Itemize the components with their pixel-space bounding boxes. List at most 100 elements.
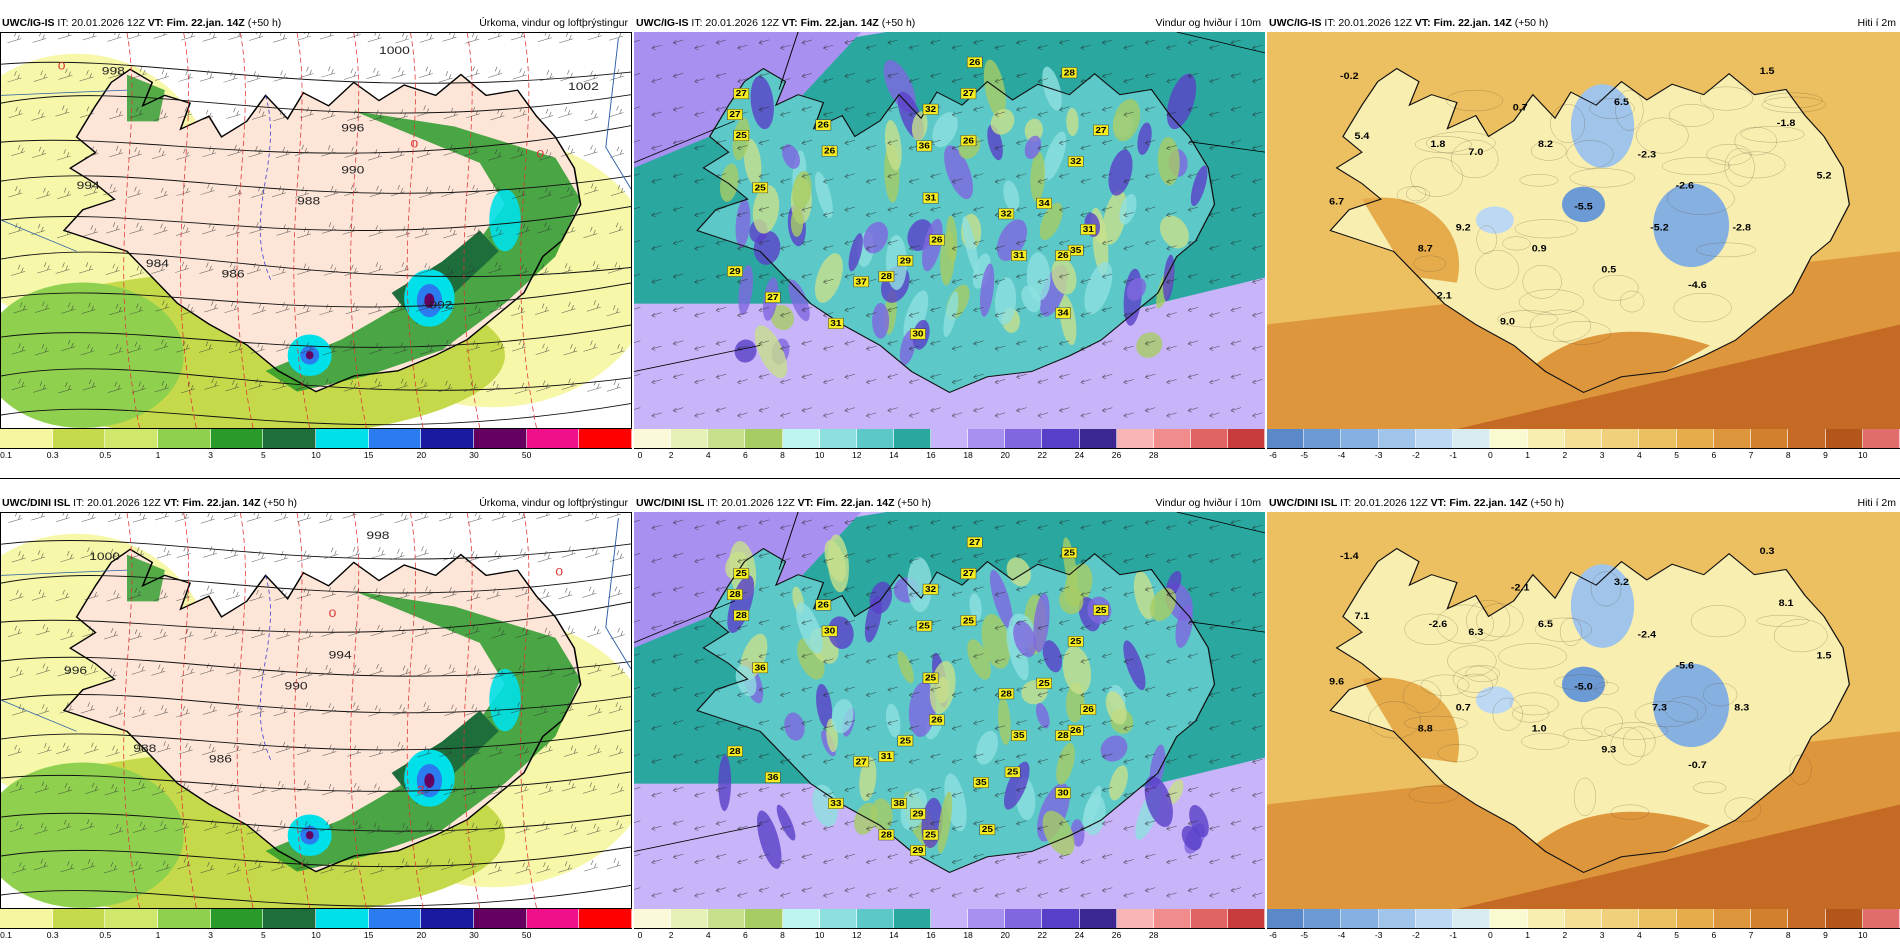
isotherm [1510, 692, 1559, 716]
color-swatch [105, 909, 159, 929]
wind-arrow [865, 312, 877, 318]
scale-tick-label: 3 [208, 930, 214, 940]
wind-barb [390, 741, 406, 754]
wind-barb [438, 71, 453, 83]
wind-barb [223, 513, 238, 520]
isotherm [1622, 726, 1656, 757]
grid-line [634, 512, 1265, 852]
scale-tick-label: 6 [1711, 930, 1717, 940]
wind-barb [9, 781, 24, 793]
wind-barb [536, 513, 551, 519]
wind-barb [274, 513, 289, 522]
wind-barb [252, 742, 267, 754]
wind-arrow [694, 412, 705, 418]
wind-arrow [694, 211, 705, 218]
wind-arrow [801, 619, 813, 626]
wind-barb [296, 303, 311, 316]
wind-barb [515, 585, 530, 598]
wind-barb [346, 109, 362, 121]
isotherm [180, 513, 197, 908]
gust-value: 25 [982, 825, 993, 834]
wind-barb [321, 625, 336, 637]
wind-arrow [887, 619, 898, 626]
wind-arrow [994, 44, 1006, 50]
scale-tick-label: 15 [363, 450, 374, 460]
wind-arrow [865, 178, 877, 184]
wind-arrow [930, 340, 941, 346]
wind-arrow [994, 859, 1006, 865]
wind-arrow [715, 106, 727, 112]
wind-barb [468, 513, 483, 523]
run-info: UWC/IG-IS IT: 20.01.2026 12Z VT: Fim. 22… [1269, 14, 1548, 32]
wind-barb [198, 341, 214, 353]
isotherm [1447, 645, 1497, 677]
scale-tick-label: 5 [260, 930, 266, 940]
wind-barb [299, 66, 314, 78]
wind-barb [56, 149, 71, 161]
forecast-panel-p13: UWC/IG-IS IT: 20.01.2026 12Z VT: Fim. 22… [1267, 14, 1900, 464]
wind-arrow [1037, 859, 1049, 865]
wind-arrow [694, 312, 705, 318]
forecast-map: 1000 998 994 990 988 984 986 1002 996 992 0 0 0 [0, 32, 632, 429]
wind-barb [417, 746, 432, 758]
wind-barb [176, 589, 191, 602]
gust-badge [897, 255, 914, 267]
wind-barb [417, 664, 432, 676]
isotherm [1761, 96, 1826, 113]
wind-barb [252, 783, 267, 795]
wind-arrow [780, 892, 791, 898]
wind-barb [511, 513, 527, 522]
wind-barb [34, 823, 49, 835]
isobar [1, 656, 631, 677]
gust-badge [922, 583, 939, 595]
wind-barb [535, 303, 550, 315]
gust-badge [764, 291, 781, 303]
wind-arrow [1080, 278, 1091, 285]
gust-value: 34 [1039, 199, 1051, 208]
wind-barb [583, 340, 598, 352]
wind-arrow [823, 412, 834, 418]
wind-barb [346, 546, 361, 559]
model-name: UWC/DINI ISL [636, 497, 705, 509]
wind-arrow [1101, 139, 1113, 146]
temperature-value: 6.3 [1468, 628, 1484, 638]
wind-barb [83, 664, 99, 676]
wind-arrow [715, 240, 727, 246]
color-swatch [52, 909, 106, 929]
coastline [1329, 547, 1851, 874]
wind-barb [276, 628, 291, 640]
wind-barb [202, 743, 217, 756]
wind-arrow [1166, 412, 1177, 418]
wind-arrow [634, 340, 641, 346]
wind-barb [610, 627, 625, 640]
wind-arrow [1144, 240, 1156, 246]
model-name: UWC/DINI ISL [1269, 497, 1338, 509]
init-time: IT: 20.01.2026 12Z [691, 17, 779, 29]
wind-arrow [1252, 178, 1263, 184]
wind-arrow [737, 792, 748, 798]
isotherm [1636, 117, 1689, 154]
wind-arrow [1209, 825, 1220, 831]
wind-barb [486, 183, 501, 195]
wind-barb [11, 551, 26, 563]
wind-arrow [1080, 178, 1091, 184]
wind-barb [489, 226, 504, 238]
wind-arrow [1166, 245, 1177, 251]
color-swatch [1005, 909, 1043, 929]
wind-barb [34, 781, 49, 793]
wind-barb [103, 183, 118, 196]
wind-arrow [672, 106, 684, 112]
wind-barb [462, 263, 477, 275]
wind-arrow [951, 145, 963, 151]
wind-arrow [1080, 825, 1091, 831]
forecast-panel-p21: UWC/DINI ISL IT: 20.01.2026 12Z VT: Fim.… [0, 494, 633, 944]
wind-barb [297, 263, 312, 275]
panel-header: UWC/DINI ISL IT: 20.01.2026 12Z VT: Fim.… [1267, 494, 1900, 512]
model-name: UWC/DINI ISL [2, 497, 71, 509]
color-swatch [0, 429, 53, 449]
wind-barb [127, 147, 142, 159]
wind-barb [560, 187, 575, 199]
wind-barb [369, 745, 384, 758]
color-swatch [819, 909, 857, 929]
wind-arrow [994, 725, 1006, 731]
